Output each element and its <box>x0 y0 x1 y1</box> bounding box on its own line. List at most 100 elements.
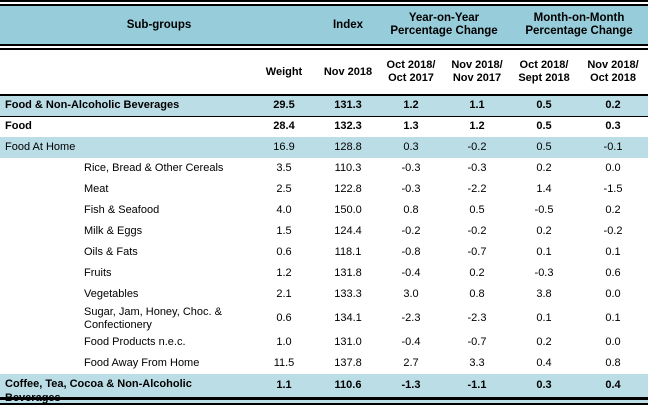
table-row-oils-fats: Oils & Fats 0.6 118.1 -0.8 -0.7 0.1 0.1 <box>0 242 648 263</box>
value-cell: 1.1 <box>444 94 511 117</box>
row-label: Food Away From Home <box>84 357 200 369</box>
value-cell: 0.5 <box>536 120 552 133</box>
value-cell: 0.2 <box>536 162 552 174</box>
row-label: Oils & Fats <box>84 246 138 258</box>
table-row-food-products-nec: Food Products n.e.c. 1.0 131.0 -0.4 -0.7… <box>0 332 648 353</box>
value-cell: 110.6 <box>318 374 378 405</box>
value-cell: 0.5 <box>510 94 579 117</box>
value-cell: -0.8 <box>401 246 421 258</box>
value-cell: 0.1 <box>536 312 552 324</box>
value-cell: 3.8 <box>536 288 552 300</box>
header-period-col: Oct 2018/ Sept 2018 <box>510 47 579 96</box>
value-cell: 1.2 <box>378 94 444 117</box>
period-line: Oct 2018/ <box>386 59 436 71</box>
value-cell: 3.5 <box>276 162 292 174</box>
value-cell: 29.5 <box>250 94 318 117</box>
value-cell: 0.2 <box>469 267 485 279</box>
value-cell: -2.2 <box>467 183 487 195</box>
value-cell: 0.3 <box>510 374 579 405</box>
value-cell: 0.6 <box>276 246 292 258</box>
header-yoy: Year-on-Year Percentage Change <box>378 0 511 50</box>
value-cell: -0.3 <box>401 162 421 174</box>
header-weight: Weight <box>250 47 318 96</box>
value-cell: -0.2 <box>444 137 511 158</box>
value-cell: 0.1 <box>605 312 621 324</box>
row-label: Vegetables <box>84 288 139 300</box>
value-cell: 0.8 <box>469 288 485 300</box>
value-cell: 137.8 <box>334 357 362 369</box>
table-row-vegetables: Vegetables 2.1 133.3 3.0 0.8 3.8 0.0 <box>0 284 648 305</box>
value-cell: 0.1 <box>536 246 552 258</box>
row-label: Milk & Eggs <box>84 225 143 237</box>
value-cell: -2.3 <box>467 312 487 324</box>
value-cell: 1.3 <box>403 120 419 133</box>
value-cell: -0.4 <box>401 267 421 279</box>
value-cell: 0.5 <box>469 204 485 216</box>
value-cell: 0.5 <box>510 137 579 158</box>
row-label: Food Products n.e.c. <box>84 336 186 348</box>
value-cell: 118.1 <box>334 246 362 258</box>
value-cell: 1.4 <box>536 183 552 195</box>
value-cell: 0.4 <box>578 374 648 405</box>
value-cell: 122.8 <box>334 183 362 195</box>
value-cell: -0.3 <box>534 267 554 279</box>
row-label: Food & Non-Alcoholic Beverages <box>0 94 250 117</box>
header-row-periods: Weight Nov 2018 Oct 2018/ Oct 2017 Nov 2… <box>0 47 648 96</box>
row-label: Sugar, Jam, Honey, Choc. & Confectionery <box>84 305 222 331</box>
value-cell: 0.6 <box>276 312 292 324</box>
period-line: Oct 2018/ <box>519 59 569 71</box>
row-label: Rice, Bread & Other Cereals <box>84 162 224 174</box>
table-row-meat: Meat 2.5 122.8 -0.3 -2.2 1.4 -1.5 <box>0 179 648 200</box>
header-index-period: Nov 2018 <box>318 47 378 96</box>
header-subgroups: Sub-groups <box>0 0 318 50</box>
value-cell: -0.5 <box>534 204 554 216</box>
value-cell: 131.8 <box>334 267 362 279</box>
bottom-rule-thick <box>0 397 648 400</box>
header-period-col: Nov 2018/ Nov 2017 <box>444 47 511 96</box>
value-cell: 0.8 <box>403 204 419 216</box>
header-mom: Month-on-Month Percentage Change <box>510 0 648 50</box>
table-row-fruits: Fruits 1.2 131.8 -0.4 0.2 -0.3 0.6 <box>0 263 648 284</box>
value-cell: 0.3 <box>378 137 444 158</box>
value-cell: 133.3 <box>334 288 362 300</box>
value-cell: 0.2 <box>578 94 648 117</box>
value-cell: 0.4 <box>536 357 552 369</box>
value-cell: 28.4 <box>273 120 295 133</box>
value-cell: 16.9 <box>250 137 318 158</box>
value-cell: 0.1 <box>605 246 621 258</box>
value-cell: 0.8 <box>605 357 621 369</box>
table-row-food-nab: Food & Non-Alcoholic Beverages 29.5 131.… <box>0 94 648 117</box>
value-cell: 0.3 <box>605 120 621 133</box>
value-cell: 1.0 <box>276 336 292 348</box>
header-index: Index <box>318 0 378 50</box>
value-cell: 1.2 <box>469 120 485 133</box>
table-row-food-at-home: Food At Home 16.9 128.8 0.3 -0.2 0.5 -0.… <box>0 137 648 158</box>
value-cell: -0.7 <box>467 246 487 258</box>
table-row-fish-seafood: Fish & Seafood 4.0 150.0 0.8 0.5 -0.5 0.… <box>0 200 648 221</box>
value-cell: 0.0 <box>605 336 621 348</box>
value-cell: -0.4 <box>401 336 421 348</box>
table-row-coffee-tea-cocoa: Coffee, Tea, Cocoa & Non-Alcoholic Bever… <box>0 374 648 405</box>
value-cell: 110.3 <box>334 162 362 174</box>
value-cell: -0.2 <box>603 225 623 237</box>
period-line: Sept 2018 <box>518 72 570 84</box>
row-label: Coffee, Tea, Cocoa & Non-Alcoholic Bever… <box>0 374 250 405</box>
value-cell: 11.5 <box>273 357 295 369</box>
table-row-rice-bread: Rice, Bread & Other Cereals 3.5 110.3 -0… <box>0 158 648 179</box>
value-cell: 0.2 <box>536 336 552 348</box>
header-empty-cell <box>0 47 250 96</box>
header-row-groups: Sub-groups Index Year-on-Year Percentage… <box>0 0 648 50</box>
period-line: Oct 2017 <box>388 72 434 84</box>
period-line: Nov 2018/ <box>587 59 639 71</box>
value-cell: -0.3 <box>401 183 421 195</box>
period-line: Oct 2018 <box>590 72 636 84</box>
value-cell: 1.5 <box>276 225 292 237</box>
value-cell: -1.1 <box>444 374 511 405</box>
value-cell: 3.0 <box>403 288 419 300</box>
value-cell: 2.7 <box>403 357 419 369</box>
header-period-col: Oct 2018/ Oct 2017 <box>378 47 444 96</box>
value-cell: -0.3 <box>467 162 487 174</box>
value-cell: 4.0 <box>276 204 292 216</box>
